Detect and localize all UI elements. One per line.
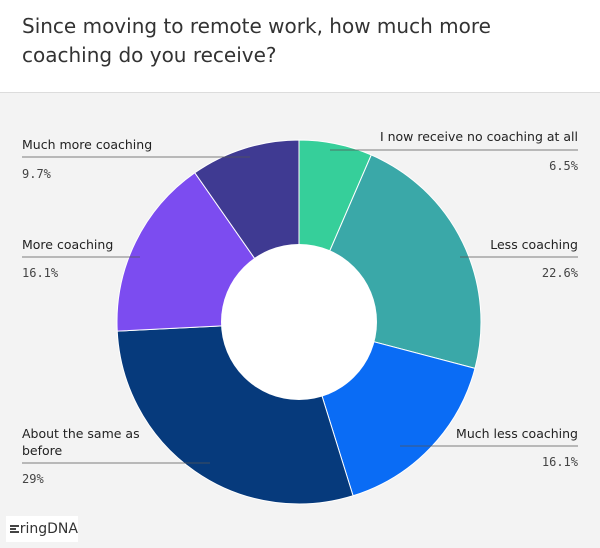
pct-much-more: 9.7% [22, 167, 51, 181]
pct-more: 16.1% [22, 266, 59, 280]
donut-hole [221, 244, 377, 400]
bars-icon [10, 525, 19, 533]
pct-same: 29% [22, 472, 44, 486]
pct-much-less: 16.1% [541, 455, 578, 469]
label-no-coaching: I now receive no coaching at all [379, 129, 578, 144]
logo-text: ringDNA [19, 521, 78, 537]
label-much-more: Much more coaching [22, 137, 153, 152]
label-more: More coaching [22, 237, 114, 252]
chart-title: Since moving to remote work, how much mo… [22, 14, 491, 67]
ringdna-logo: ringDNA [6, 516, 78, 542]
pct-less: 22.6% [541, 266, 578, 280]
pct-no-coaching: 6.5% [549, 159, 578, 173]
label-less: Less coaching [490, 237, 578, 252]
label-same: About the same as before [22, 426, 140, 458]
label-much-less: Much less coaching [456, 426, 578, 441]
header: Since moving to remote work, how much mo… [0, 0, 600, 93]
